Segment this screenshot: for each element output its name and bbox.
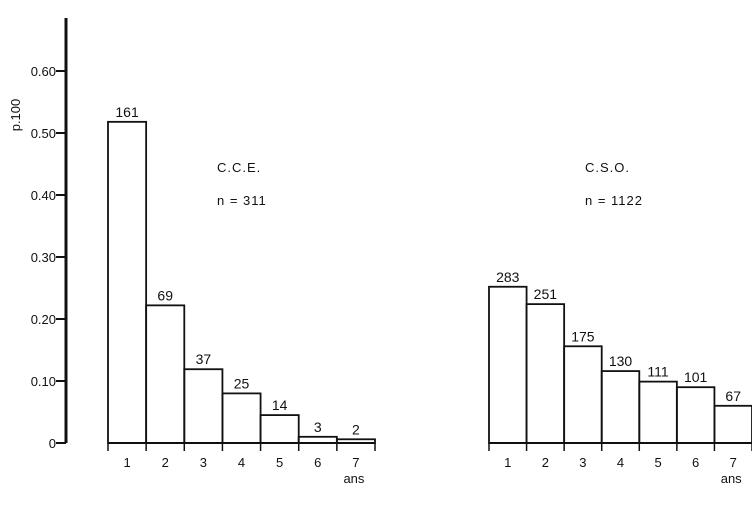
panel-2-sample-size: n = 1122: [585, 193, 643, 208]
panel-2-x-tick-label: 1: [504, 455, 511, 470]
panel-2-data-label: 111: [647, 364, 668, 380]
panel-1-data-label: 25: [234, 375, 250, 391]
panel-1-bar: [335, 438, 376, 444]
panel-1-x-tick-label: 1: [123, 455, 130, 470]
panel-1-x-axis-label: ans: [343, 471, 364, 486]
panel-2-bar: [675, 386, 716, 444]
y-tick-label: 0.10: [31, 374, 56, 389]
y-tick-label: 0: [49, 436, 56, 451]
panel-2-group-name: C.S.O.: [585, 160, 630, 175]
panel-1-x-tick-label: 3: [200, 455, 207, 470]
y-tick-label: 0.40: [31, 188, 56, 203]
y-tick-label: 0.50: [31, 126, 56, 141]
panel-1-data-label: 161: [115, 104, 139, 120]
panel-1-data-label: 37: [196, 351, 212, 367]
panel-1-x-tick-label: 7: [352, 455, 359, 470]
panel-2-data-label: 175: [571, 328, 595, 344]
panel-2-x-tick-label: 6: [692, 455, 699, 470]
panel-1-bar: [259, 414, 300, 444]
panel-1-x-tick-label: 5: [276, 455, 283, 470]
y-axis-label: p.100: [8, 99, 23, 132]
y-tick-label: 0.60: [31, 64, 56, 79]
panel-2-bar: [488, 285, 528, 444]
panel-1-x-tick-label: 2: [162, 455, 169, 470]
panel-2-x-tick-label: 7: [730, 455, 737, 470]
panel-1-bar: [183, 368, 224, 444]
panel-2-data-label: 67: [725, 388, 741, 404]
panel-1-x-tick-label: 6: [314, 455, 321, 470]
panel-2-data-label: 283: [496, 269, 520, 285]
panel-2-bar: [600, 370, 641, 444]
panel-1-bar: [145, 304, 186, 444]
panel-1-bar: [107, 120, 148, 444]
panel-2-x-tick-label: 4: [617, 455, 624, 470]
panel-2-bar: [638, 380, 678, 444]
panel-1-data-label: 3: [314, 419, 322, 435]
panel-2-data-label: 251: [534, 286, 558, 302]
panel-2-bar: [563, 345, 603, 444]
panel-2-bar: [525, 303, 566, 444]
y-tick-label: 0.30: [31, 250, 56, 265]
panel-2-bar: [713, 404, 752, 444]
panel-2-x-axis-label: ans: [721, 471, 742, 486]
panel-2-x-tick-label: 3: [579, 455, 586, 470]
panel-2-data-label: 101: [684, 369, 708, 385]
y-tick-label: 0.20: [31, 312, 56, 327]
panel-1-bar: [221, 392, 262, 444]
panel-1-data-label: 69: [157, 287, 173, 303]
panel-1-sample-size: n = 311: [217, 193, 267, 208]
panel-1-group-name: C.C.E.: [217, 160, 261, 175]
panel-2-x-tick-label: 5: [654, 455, 661, 470]
panel-1-data-label: 2: [352, 421, 360, 437]
panel-2-data-label: 130: [609, 353, 633, 369]
panel-1-x-tick-label: 4: [238, 455, 245, 470]
panel-1-data-label: 14: [272, 397, 288, 413]
panel-2-x-tick-label: 2: [542, 455, 549, 470]
